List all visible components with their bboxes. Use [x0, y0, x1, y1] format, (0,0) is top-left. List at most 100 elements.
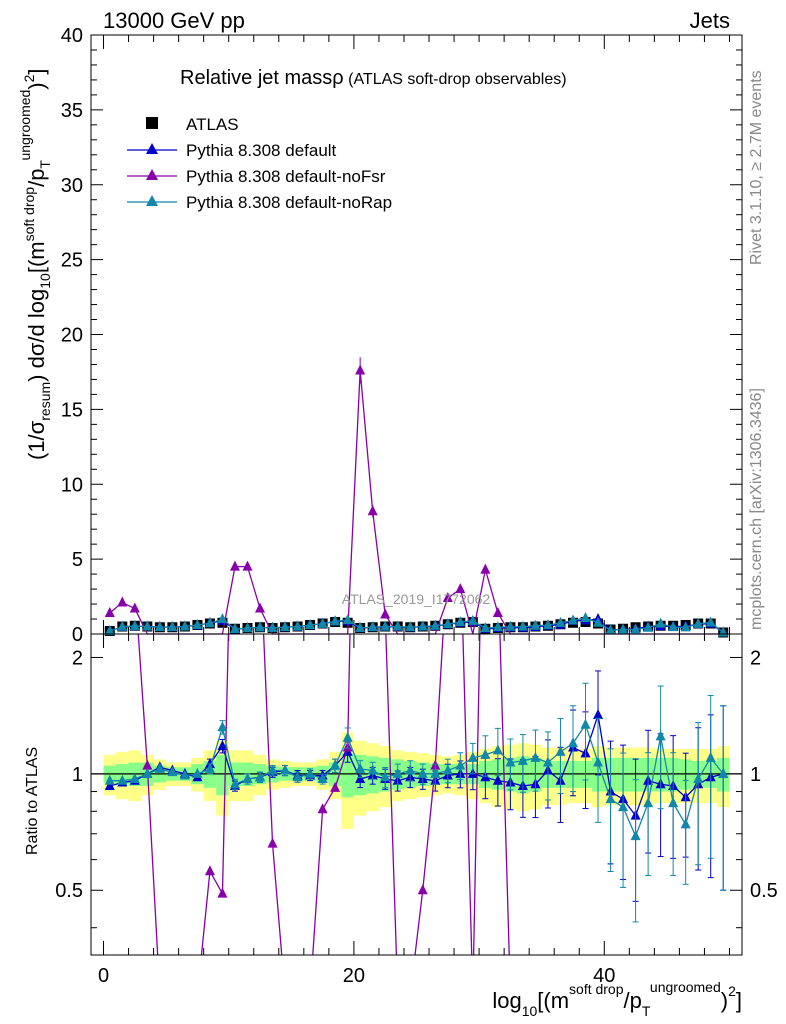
ratio-y-tick-label-right: 2: [750, 647, 761, 669]
ratio-series-marker: [455, 759, 466, 770]
main-series-marker: [430, 619, 441, 630]
main-series-marker: [104, 607, 115, 618]
main-series-marker: [229, 623, 240, 634]
main-series-marker: [455, 616, 466, 627]
main-y-tick-label: 35: [61, 100, 83, 122]
main-series-marker: [530, 619, 541, 630]
ratio-series-marker: [492, 744, 503, 755]
ratio-series-marker: [330, 781, 341, 792]
main-series-marker: [643, 621, 654, 632]
main-series-marker: [217, 613, 228, 624]
ratio-series-marker: [392, 767, 403, 778]
ratio-series-marker: [492, 774, 503, 785]
legend-label-default: Pythia 8.308 default: [186, 141, 337, 160]
ratio-series-marker: [655, 730, 666, 741]
legend-marker-default: [146, 143, 158, 154]
ratio-series-marker: [630, 830, 641, 841]
main-series-marker: [668, 621, 679, 632]
main-series-marker: [129, 602, 140, 613]
main-series-marker: [405, 621, 416, 632]
main-series-marker: [593, 616, 604, 627]
ratio-series-marker: [154, 762, 165, 773]
main-series-marker: [104, 625, 115, 636]
ratio-series-marker: [542, 756, 553, 767]
ratio-series-marker: [292, 771, 303, 782]
ratio-series-marker: [380, 771, 391, 782]
main-y-tick-label: 30: [61, 175, 83, 197]
chart-title-rho: ρ: [332, 67, 343, 89]
ratio-series-marker: [167, 766, 178, 777]
ratio-series-marker: [192, 767, 203, 778]
ratio-series-marker: [405, 764, 416, 775]
x-tick-labels: 0 20 40: [98, 965, 615, 987]
legend-marker-nofsr: [146, 169, 158, 180]
main-series-marker: [179, 620, 190, 631]
header-left-label: 13000 GeV pp: [103, 8, 245, 33]
ratio-series-marker: [567, 737, 578, 748]
ratio-series-marker: [618, 801, 629, 812]
ratio-y-tick-label: 1: [72, 764, 83, 786]
main-series-marker: [255, 621, 266, 632]
legend-label-atlas: ATLAS: [186, 115, 239, 134]
ratio-series-marker: [718, 767, 729, 778]
ratio-series-marker: [430, 767, 441, 778]
ratio-series-marker: [505, 756, 516, 767]
ratio-series-marker: [680, 818, 691, 829]
main-series-marker: [467, 614, 478, 625]
main-series-marker: [367, 621, 378, 632]
main-series-marker: [580, 611, 591, 622]
analysis-tag: ATLAS_2019_I1772062: [342, 591, 491, 607]
main-series-marker: [505, 620, 516, 631]
main-y-tick-label: 40: [61, 25, 83, 47]
main-series-marker: [192, 619, 203, 630]
ratio-series-marker: [142, 759, 153, 770]
ratio-series-marker: [129, 772, 140, 783]
main-series-marker: [267, 621, 278, 632]
ratio-series-marker: [104, 774, 115, 785]
ratio-series-marker: [117, 774, 128, 785]
series-layer: [104, 357, 729, 955]
x-tick-label: 40: [593, 965, 615, 987]
ratio-series-marker: [204, 865, 215, 876]
main-series-marker: [330, 615, 341, 626]
ratio-series-marker: [229, 778, 240, 789]
main-series-marker: [204, 617, 215, 628]
ratio-series-marker: [480, 748, 491, 759]
main-series-marker: [492, 621, 503, 632]
ratio-series-marker: [693, 772, 704, 783]
main-series-marker: [392, 620, 403, 631]
ratio-series-marker: [417, 884, 428, 895]
main-y-tick-label: 0: [72, 624, 83, 646]
main-series-marker: [630, 623, 641, 634]
mcplots-credit-label: mcplots.cern.ch [arXiv:1306.3436]: [748, 388, 765, 630]
main-series-marker: [442, 618, 453, 629]
ratio-series-marker: [593, 756, 604, 767]
x-tick-label: 0: [98, 965, 109, 987]
main-series-marker: [417, 620, 428, 631]
main-series-marker: [255, 602, 266, 613]
ratio-series-marker: [367, 764, 378, 775]
ratio-y-tick-label: 0.5: [55, 880, 83, 902]
ratio-series-marker: [179, 769, 190, 780]
main-y-tick-label: 15: [61, 399, 83, 421]
main-series-marker: [154, 621, 165, 632]
legend-marker-atlas: [146, 117, 158, 129]
ratio-series-marker: [705, 751, 716, 762]
main-series-marker: [605, 624, 616, 635]
ratio-series-marker: [342, 731, 353, 742]
main-y-axis-label: (1/σresum) dσ/d log10[(msoft drop/pTungr…: [17, 68, 53, 460]
ratio-series-marker: [317, 803, 328, 814]
ratio-y-tick-label: 2: [72, 647, 83, 669]
ratio-series-marker: [242, 772, 253, 783]
ratio-series-marker: [530, 751, 541, 762]
main-series-marker: [142, 620, 153, 631]
ratio-series-marker: [142, 767, 153, 778]
ratio-y-tick-label-right: 1: [750, 764, 761, 786]
main-series-marker: [618, 623, 629, 634]
ratio-series-marker: [255, 771, 266, 782]
main-series-marker: [117, 620, 128, 631]
main-series-marker: [167, 621, 178, 632]
ratio-series-marker: [267, 764, 278, 775]
main-series-marker: [342, 614, 353, 625]
